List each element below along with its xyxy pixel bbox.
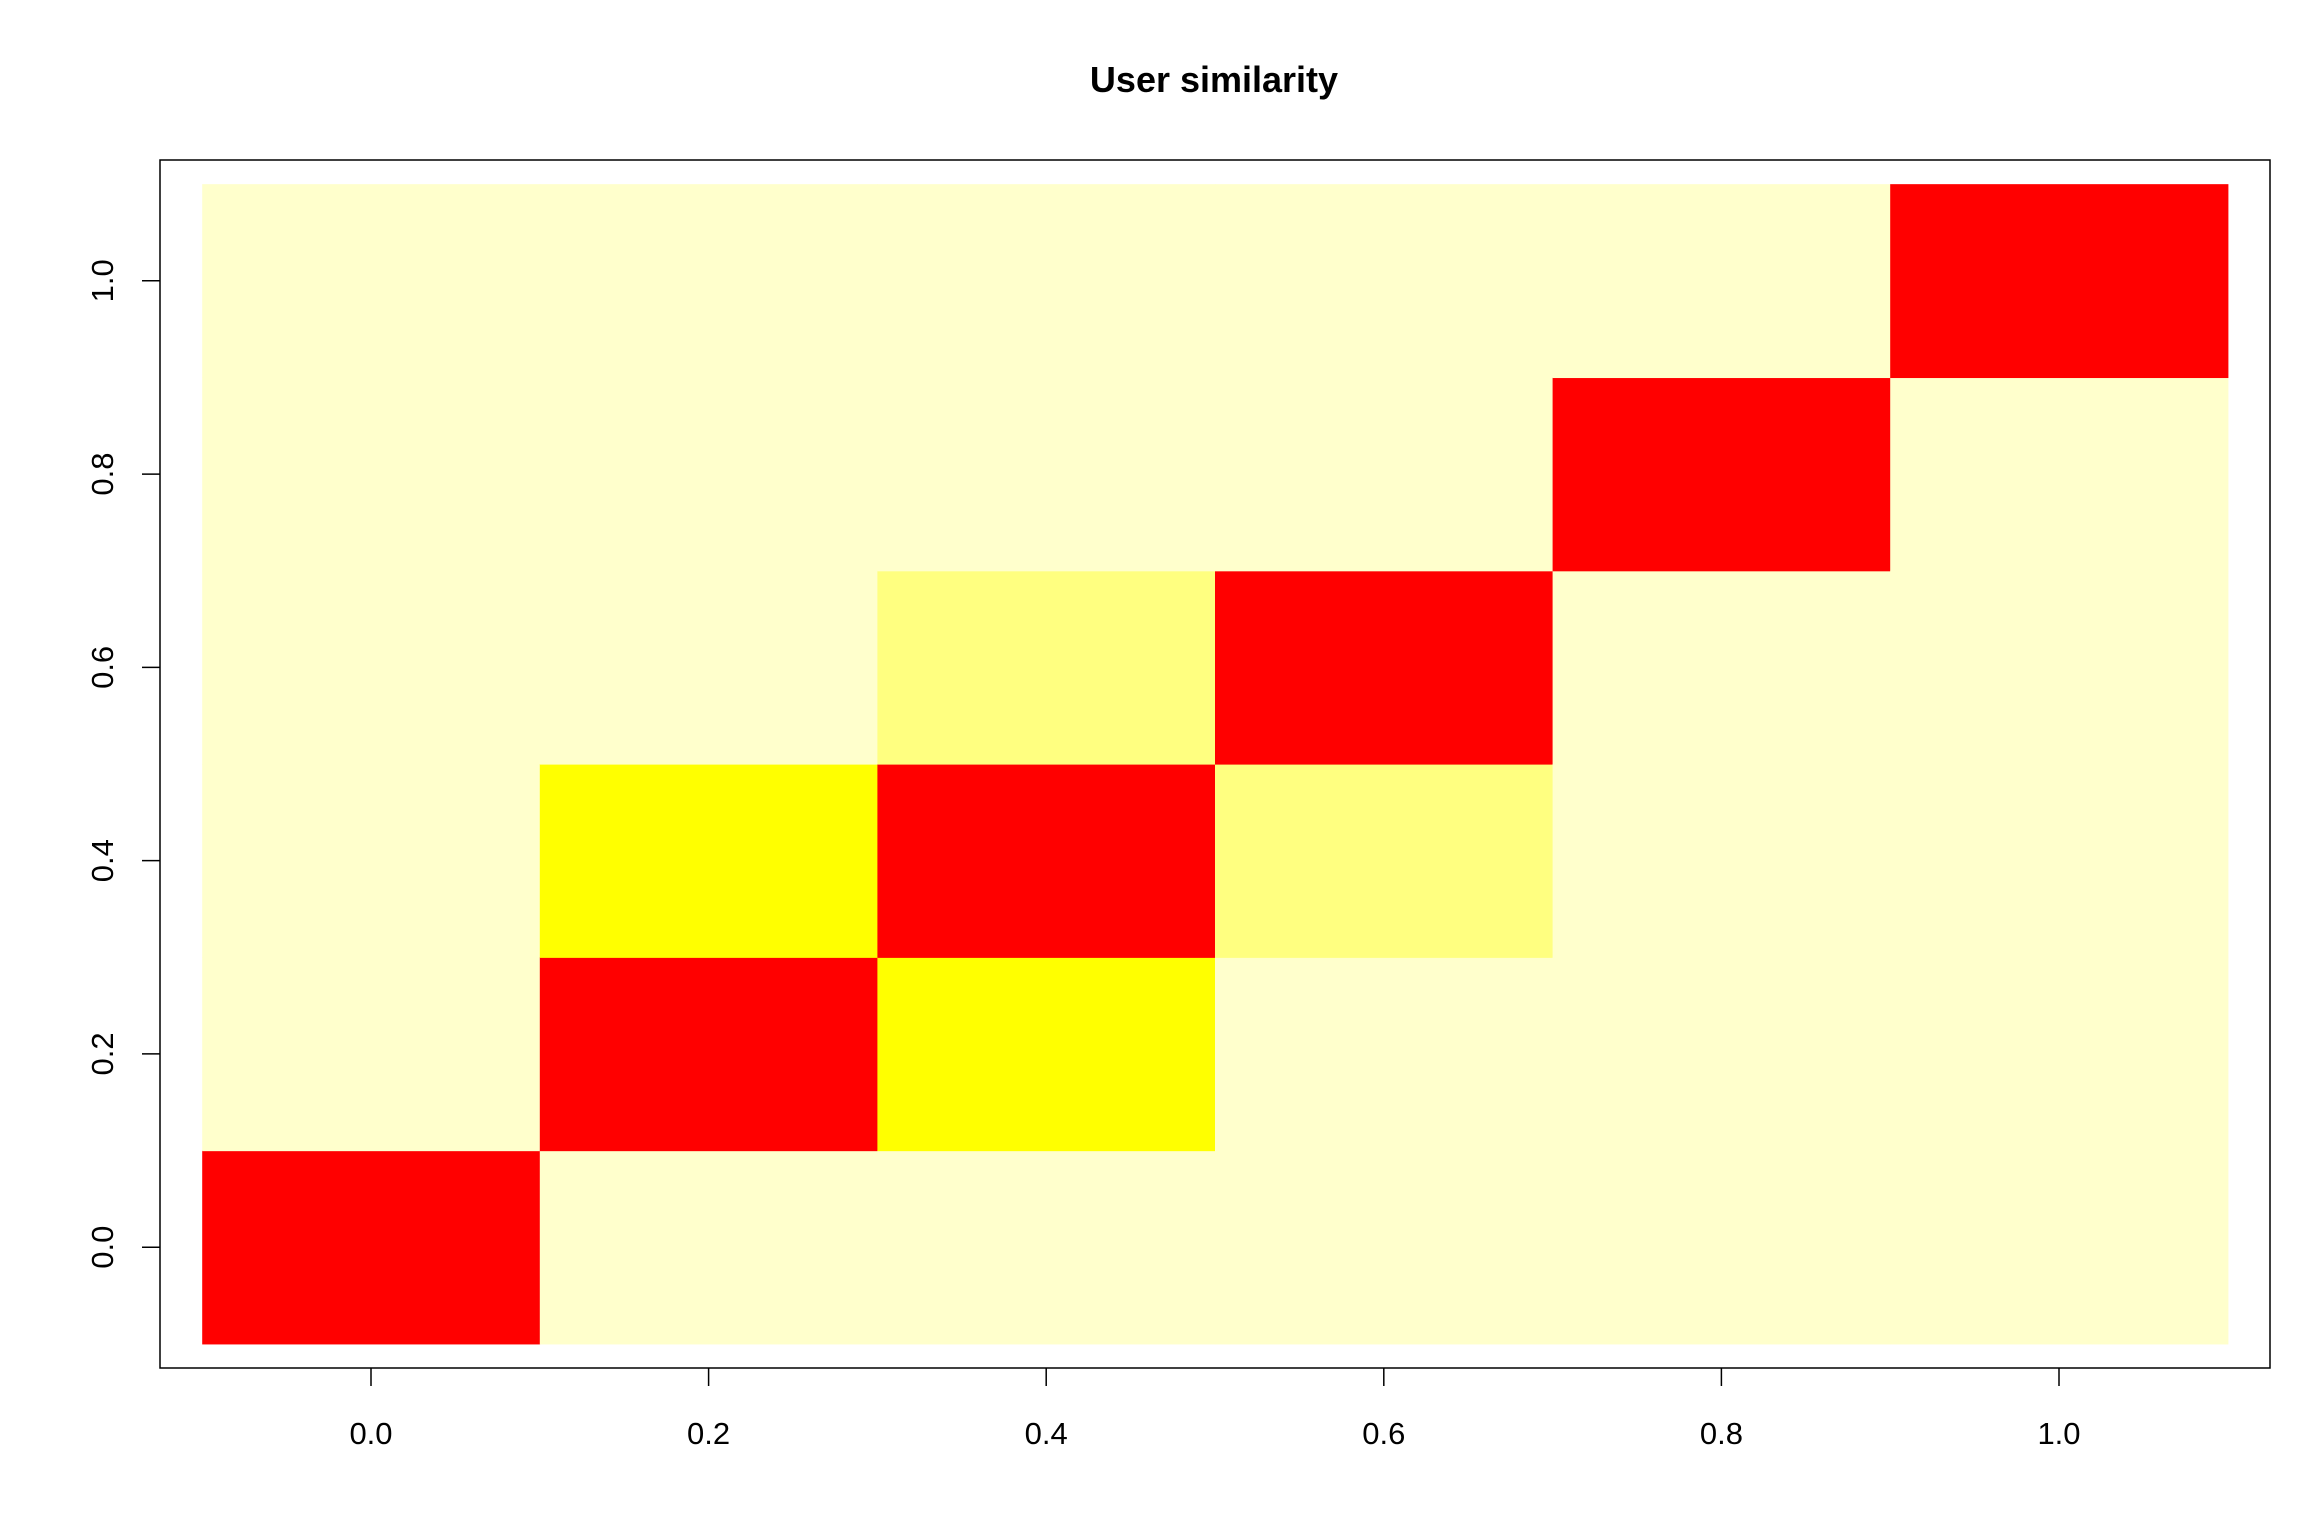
heatmap-cell xyxy=(1552,764,1891,958)
heatmap-cell xyxy=(877,764,1216,958)
heatmap-cells xyxy=(202,184,2229,1345)
y-tick-label: 0.6 xyxy=(85,646,120,689)
x-tick-label: 1.0 xyxy=(2037,1416,2080,1451)
heatmap-cell xyxy=(1552,570,1891,765)
heatmap-cell xyxy=(539,957,878,1152)
heatmap-cell xyxy=(1215,1150,1554,1345)
heatmap-cell xyxy=(1215,377,1554,572)
heatmap-cell xyxy=(877,1150,1216,1345)
heatmap-cell xyxy=(539,764,878,958)
y-tick-label: 0.8 xyxy=(85,453,120,496)
heatmap-cell xyxy=(1552,1150,1891,1345)
y-tick-label: 0.4 xyxy=(85,839,120,882)
heatmap-cell xyxy=(1215,184,1554,379)
y-tick-label: 0.0 xyxy=(85,1226,120,1269)
y-tick-label: 1.0 xyxy=(85,259,120,302)
heatmap-cell xyxy=(539,1150,878,1345)
x-axis: 0.0 0.2 0.4 0.6 0.8 1.0 xyxy=(349,1368,2081,1451)
heatmap-cell xyxy=(202,184,541,379)
plot-frame xyxy=(159,159,2271,1369)
heatmap-cell xyxy=(1215,957,1554,1152)
heatmap-cell xyxy=(877,957,1216,1152)
x-tick-label: 0.0 xyxy=(349,1416,392,1451)
heatmap-cell xyxy=(1215,570,1554,765)
heatmap-cell xyxy=(1890,184,2229,379)
heatmap-cell xyxy=(1552,184,1891,379)
heatmap-cell xyxy=(202,377,541,572)
heatmap-cell xyxy=(1215,764,1554,958)
heatmap-cell xyxy=(1890,957,2229,1152)
x-tick-label: 0.6 xyxy=(1362,1416,1405,1451)
y-axis: 0.0 0.2 0.4 0.6 0.8 1.0 xyxy=(85,259,160,1269)
x-tick-label: 0.2 xyxy=(687,1416,730,1451)
heatmap-cell xyxy=(1552,377,1891,572)
heatmap-cell xyxy=(1890,570,2229,765)
heatmap-cell xyxy=(539,570,878,765)
chart-title: User similarity xyxy=(1090,59,1338,100)
heatmap-cell xyxy=(202,570,541,765)
x-tick-label: 0.8 xyxy=(1700,1416,1743,1451)
heatmap-cell xyxy=(1890,764,2229,958)
heatmap-cell xyxy=(202,764,541,958)
heatmap-cell xyxy=(877,184,1216,379)
heatmap-cell xyxy=(539,184,878,379)
heatmap-cell xyxy=(1552,957,1891,1152)
heatmap-cell xyxy=(1890,377,2229,572)
heatmap-cell xyxy=(1890,1150,2229,1345)
heatmap-cell xyxy=(877,377,1216,572)
heatmap-cell xyxy=(539,377,878,572)
x-tick-label: 0.4 xyxy=(1025,1416,1068,1451)
y-tick-label: 0.2 xyxy=(85,1032,120,1075)
heatmap-cell xyxy=(877,570,1216,765)
heatmap-cell xyxy=(202,957,541,1152)
heatmap-cell xyxy=(202,1150,541,1345)
